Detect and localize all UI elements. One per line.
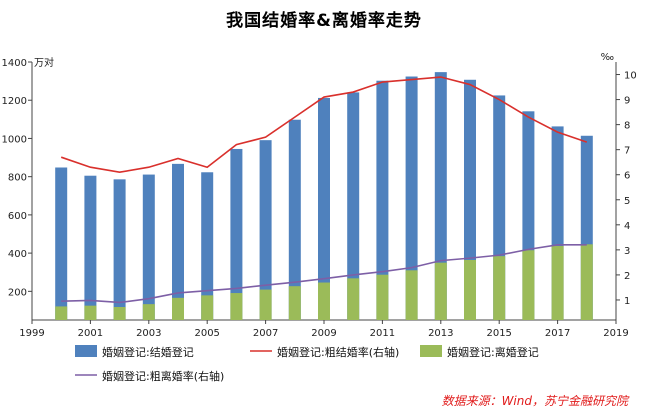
bar-1-2015 xyxy=(493,256,506,320)
right-tick-label: 2 xyxy=(624,271,630,282)
bar-0-2000 xyxy=(55,167,68,320)
line-series-0 xyxy=(60,76,588,174)
bar-1-2010 xyxy=(347,278,360,320)
chart-title: 我国结婚率&离婚率走势 xyxy=(226,11,422,31)
x-tick-label: 2005 xyxy=(194,328,219,339)
bar-1-2001 xyxy=(84,305,97,320)
legend-label-3: 婚姻登记:粗离婚率(右轴) xyxy=(102,369,224,383)
x-tick-label: 2019 xyxy=(603,328,628,339)
bar-1-2018 xyxy=(580,244,593,320)
x-tick-label: 2001 xyxy=(78,328,103,339)
bar-1-2011 xyxy=(376,274,389,320)
bar-0-2012 xyxy=(405,76,418,320)
bar-1-2007 xyxy=(259,289,272,320)
bar-0-2011 xyxy=(376,80,389,321)
bar-0-2001 xyxy=(84,175,97,320)
left-tick-label: 1400 xyxy=(2,58,27,69)
bar-1-2002 xyxy=(113,307,126,320)
bar-1-2016 xyxy=(522,250,535,320)
x-tick-label: 2003 xyxy=(136,328,161,339)
bar-0-2004 xyxy=(172,163,184,320)
bar-1-2005 xyxy=(201,295,214,320)
right-axis-unit: ‰ xyxy=(601,52,614,63)
bar-0-2008 xyxy=(288,119,301,321)
left-axis-unit: 万对 xyxy=(34,56,54,69)
bar-0-2006 xyxy=(230,148,243,320)
legend-swatch-2 xyxy=(420,345,442,357)
legend-label-0: 婚姻登记:结婚登记 xyxy=(102,345,194,359)
right-tick-label: 10 xyxy=(624,71,637,82)
x-tick-label: 2011 xyxy=(370,328,395,339)
bar-1-2012 xyxy=(405,270,418,320)
legend-swatch-0 xyxy=(75,345,97,357)
x-tick-label: 2009 xyxy=(311,328,336,339)
right-tick-label: 4 xyxy=(624,221,630,232)
bar-0-2014 xyxy=(464,79,476,320)
line-series-1 xyxy=(61,244,587,304)
x-tick-label: 1999 xyxy=(19,328,44,339)
left-tick-label: 1200 xyxy=(2,96,27,107)
legend-label-2: 婚姻登记:离婚登记 xyxy=(447,345,539,359)
right-tick-label: 9 xyxy=(624,96,630,107)
left-tick-label: 400 xyxy=(8,249,27,260)
bar-0-2002 xyxy=(113,179,126,320)
bar-1-2014 xyxy=(464,259,476,320)
bar-0-2013 xyxy=(434,72,447,320)
bar-0-2005 xyxy=(201,172,214,320)
right-tick-label: 5 xyxy=(624,196,630,207)
bar-1-2000 xyxy=(55,306,68,320)
left-tick-label: 800 xyxy=(8,173,27,184)
bar-0-2009 xyxy=(318,97,330,320)
x-tick-label: 2017 xyxy=(545,328,570,339)
left-tick-label: 1000 xyxy=(2,134,27,145)
source-note: 数据来源：Wind，苏宁金融研究院 xyxy=(441,394,628,408)
x-tick-label: 2007 xyxy=(253,328,278,339)
bar-1-2009 xyxy=(318,282,330,320)
right-tick-label: 3 xyxy=(624,246,630,257)
bar-1-2017 xyxy=(551,246,564,320)
bar-0-2007 xyxy=(259,140,272,320)
left-tick-label: 200 xyxy=(8,287,27,298)
bar-1-2004 xyxy=(172,297,184,320)
right-tick-label: 8 xyxy=(624,121,630,132)
bar-1-2008 xyxy=(288,286,301,320)
right-tick-label: 6 xyxy=(624,171,630,182)
legend-label-1: 婚姻登记:粗结婚率(右轴) xyxy=(277,345,399,359)
x-tick-label: 2015 xyxy=(486,328,511,339)
bar-0-2010 xyxy=(347,92,360,321)
bar-1-2006 xyxy=(230,293,243,320)
left-tick-label: 600 xyxy=(8,211,27,222)
bar-0-2003 xyxy=(142,174,155,320)
x-tick-label: 2013 xyxy=(428,328,453,339)
bar-1-2003 xyxy=(142,304,155,320)
bar-1-2013 xyxy=(434,262,447,320)
right-tick-label: 7 xyxy=(624,146,630,157)
right-tick-label: 1 xyxy=(624,296,630,307)
